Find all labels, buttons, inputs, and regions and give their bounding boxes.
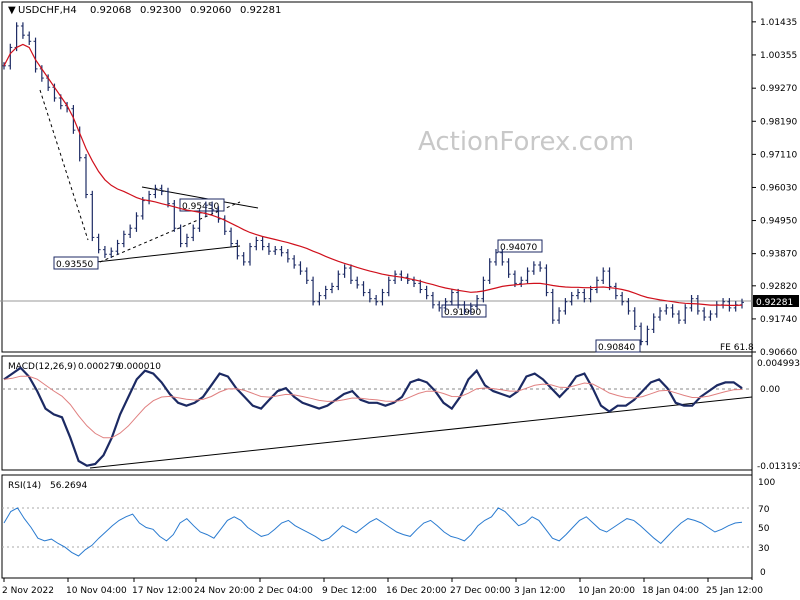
ohlc-close: 0.92281 xyxy=(240,5,281,16)
rsi-tick-0: 0 xyxy=(760,568,766,578)
x-axis-label: 9 Dec 12:00 xyxy=(322,586,377,596)
watermark: ActionForex.com xyxy=(418,127,634,157)
rsi-tick-50: 50 xyxy=(758,524,770,534)
price-tick-label: 0.96030 xyxy=(760,183,797,193)
annotation-94070: 0.94070 xyxy=(497,239,543,253)
wave-dashed-line-1 xyxy=(39,89,89,241)
wave-dashed-line-2 xyxy=(99,201,241,263)
macd-tick-top: 0.004993 xyxy=(757,359,800,369)
annotation-93550: 0.93550 xyxy=(53,256,99,270)
price-tick-label: 0.94950 xyxy=(760,217,797,227)
rsi-line xyxy=(3,507,743,557)
macd-signal-line xyxy=(3,375,743,439)
x-axis-label: 18 Jan 04:00 xyxy=(642,586,699,596)
collapse-triangle-icon[interactable]: ▼ xyxy=(8,5,16,16)
macd-trendline xyxy=(89,396,753,469)
rsi-panel-frame xyxy=(1,474,753,579)
sma-line xyxy=(3,43,743,306)
price-tick-label: 0.98190 xyxy=(760,117,797,127)
svg-text:0.90840: 0.90840 xyxy=(598,343,635,353)
macd-line xyxy=(3,366,743,467)
price-tick-label: 0.99270 xyxy=(760,84,797,94)
x-axis-label: 10 Jan 20:00 xyxy=(578,586,635,596)
svg-text:0.93550: 0.93550 xyxy=(56,260,93,270)
x-axis-label: 17 Nov 12:00 xyxy=(132,586,193,596)
macd-tick-zero: 0.00 xyxy=(760,385,780,395)
macd-value-2: 0.000010 xyxy=(118,362,161,372)
price-panel-frame xyxy=(1,1,753,353)
x-axis-label: 3 Jan 12:00 xyxy=(514,586,566,596)
chart-symbol: USDCHF,H4 xyxy=(18,5,77,16)
rsi-value: 56.2694 xyxy=(50,481,87,491)
rsi-tick-100: 100 xyxy=(758,478,775,488)
x-axis-label: 2 Nov 2022 xyxy=(2,586,54,596)
svg-text:0.91990: 0.91990 xyxy=(444,308,481,318)
macd-label: MACD(12,26,9) xyxy=(8,362,76,372)
price-tick-label: 0.92820 xyxy=(760,282,797,292)
ohlc-low: 0.92060 xyxy=(190,5,231,16)
rsi-tick-70: 70 xyxy=(758,505,770,515)
annotation-95450: 0.95450 xyxy=(179,198,225,212)
annotation-90840: 0.90840 xyxy=(595,339,641,353)
x-axis-label: 24 Nov 20:00 xyxy=(194,586,255,596)
rsi-tick-30: 30 xyxy=(758,544,770,554)
rsi-label: RSI(14) xyxy=(8,481,41,491)
x-axis-label: 27 Dec 00:00 xyxy=(450,586,511,596)
price-tick-label: 0.93870 xyxy=(760,250,797,260)
price-tick-label: 0.97110 xyxy=(760,150,797,160)
triangle-lower-line xyxy=(95,245,241,263)
svg-text:0.92281: 0.92281 xyxy=(756,298,793,308)
x-axis-label: 16 Dec 20:00 xyxy=(386,586,447,596)
price-tick-label: 0.91740 xyxy=(760,315,797,325)
x-axis-label: 2 Dec 04:00 xyxy=(258,586,313,596)
price-tick-label: 1.00355 xyxy=(760,51,797,61)
last-price-tag: 0.92281 xyxy=(753,295,799,308)
fe-label: FE 61.8 xyxy=(720,343,754,353)
svg-text:0.94070: 0.94070 xyxy=(500,243,537,253)
macd-panel-frame xyxy=(1,355,753,471)
ohlc-open: 0.92068 xyxy=(90,5,131,16)
x-axis-label: 10 Nov 04:00 xyxy=(66,586,127,596)
macd-tick-bottom: -0.013193 xyxy=(757,462,800,472)
macd-value-1: 0.000279 xyxy=(78,362,121,372)
price-tick-label: 0.90660 xyxy=(760,348,797,358)
ohlc-high: 0.92300 xyxy=(140,5,181,16)
x-axis-label: 25 Jan 12:00 xyxy=(706,586,763,596)
svg-text:0.95450: 0.95450 xyxy=(182,202,219,212)
price-tick-label: 1.01435 xyxy=(760,18,797,28)
